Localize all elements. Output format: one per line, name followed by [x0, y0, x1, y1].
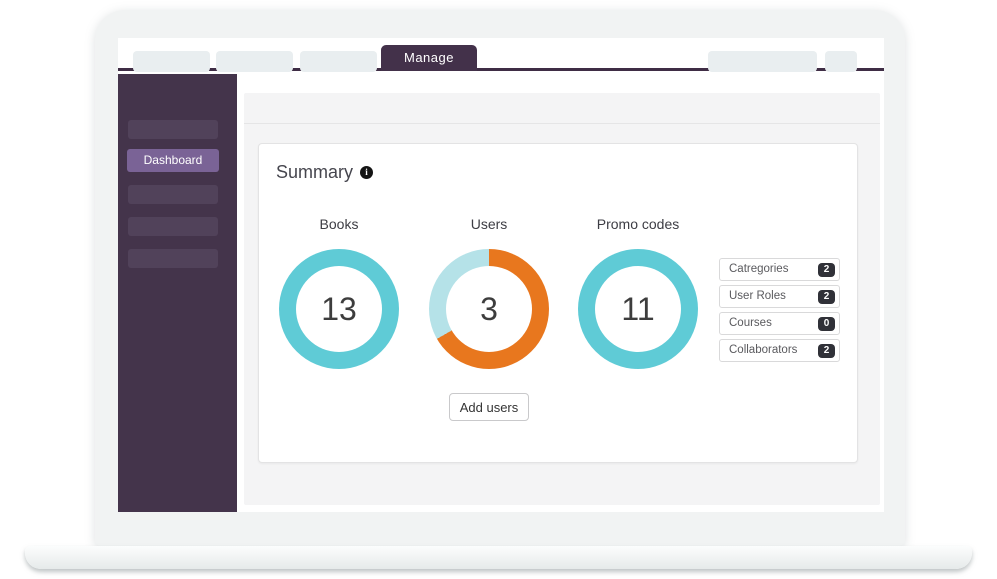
donut-label-users: Users	[470, 216, 508, 232]
stat-count-badge: 0	[818, 317, 835, 331]
donut-count-promo-codes: 11	[621, 290, 655, 327]
main-panel: Summary i Books Users Promo codes 13 3	[244, 93, 880, 505]
stat-item-categories[interactable]: Catregories 2	[719, 258, 840, 281]
tab-placeholder-3[interactable]	[300, 51, 377, 72]
stat-label: User Roles	[729, 290, 786, 302]
tab-placeholder-2[interactable]	[216, 51, 293, 72]
donut-hole: 3	[446, 266, 532, 352]
laptop-frame: Manage Dashboard Summary i Book	[95, 10, 905, 546]
stat-label: Courses	[729, 317, 772, 329]
donut-chart-promo-codes: 11	[578, 249, 698, 369]
laptop-base	[25, 546, 972, 569]
browser-topbar: Manage	[118, 38, 884, 72]
stat-item-user-roles[interactable]: User Roles 2	[719, 285, 840, 308]
sidebar-item-placeholder-2[interactable]	[128, 185, 218, 204]
donut-label-promo-codes: Promo codes	[596, 216, 680, 232]
stat-count-badge: 2	[818, 290, 835, 304]
donut-hole: 13	[296, 266, 382, 352]
tab-placeholder-right-2[interactable]	[825, 51, 857, 72]
stat-label: Catregories	[729, 263, 789, 275]
summary-card: Summary i Books Users Promo codes 13 3	[258, 143, 858, 463]
donut-count-users: 3	[480, 290, 498, 327]
panel-header	[244, 93, 880, 124]
card-title: Summary	[276, 162, 354, 182]
tab-manage[interactable]: Manage	[381, 45, 477, 71]
sidebar-item-dashboard[interactable]: Dashboard	[127, 149, 219, 172]
stats-list: Catregories 2 User Roles 2 Courses 0 C	[719, 258, 840, 366]
donut-chart-books: 13	[279, 249, 399, 369]
add-users-button[interactable]: Add users	[449, 393, 529, 421]
stat-count-badge: 2	[818, 263, 835, 277]
sidebar-item-placeholder-1[interactable]	[128, 120, 218, 139]
tab-placeholder-1[interactable]	[133, 51, 210, 72]
donut-hole: 11	[595, 266, 681, 352]
sidebar: Dashboard	[118, 74, 237, 512]
tab-placeholder-right-1[interactable]	[708, 51, 817, 72]
donut-count-books: 13	[321, 290, 357, 327]
stat-item-collaborators[interactable]: Collaborators 2	[719, 339, 840, 362]
info-icon[interactable]: i	[360, 166, 374, 179]
stat-label: Collaborators	[729, 344, 798, 356]
card-title-row: Summary i	[276, 162, 374, 183]
browser-window: Manage Dashboard Summary i Book	[118, 38, 884, 512]
stat-count-badge: 2	[818, 344, 835, 358]
donut-label-books: Books	[319, 216, 359, 232]
sidebar-item-placeholder-3[interactable]	[128, 217, 218, 236]
stat-item-courses[interactable]: Courses 0	[719, 312, 840, 335]
sidebar-item-placeholder-4[interactable]	[128, 249, 218, 268]
donut-chart-users: 3	[429, 249, 549, 369]
